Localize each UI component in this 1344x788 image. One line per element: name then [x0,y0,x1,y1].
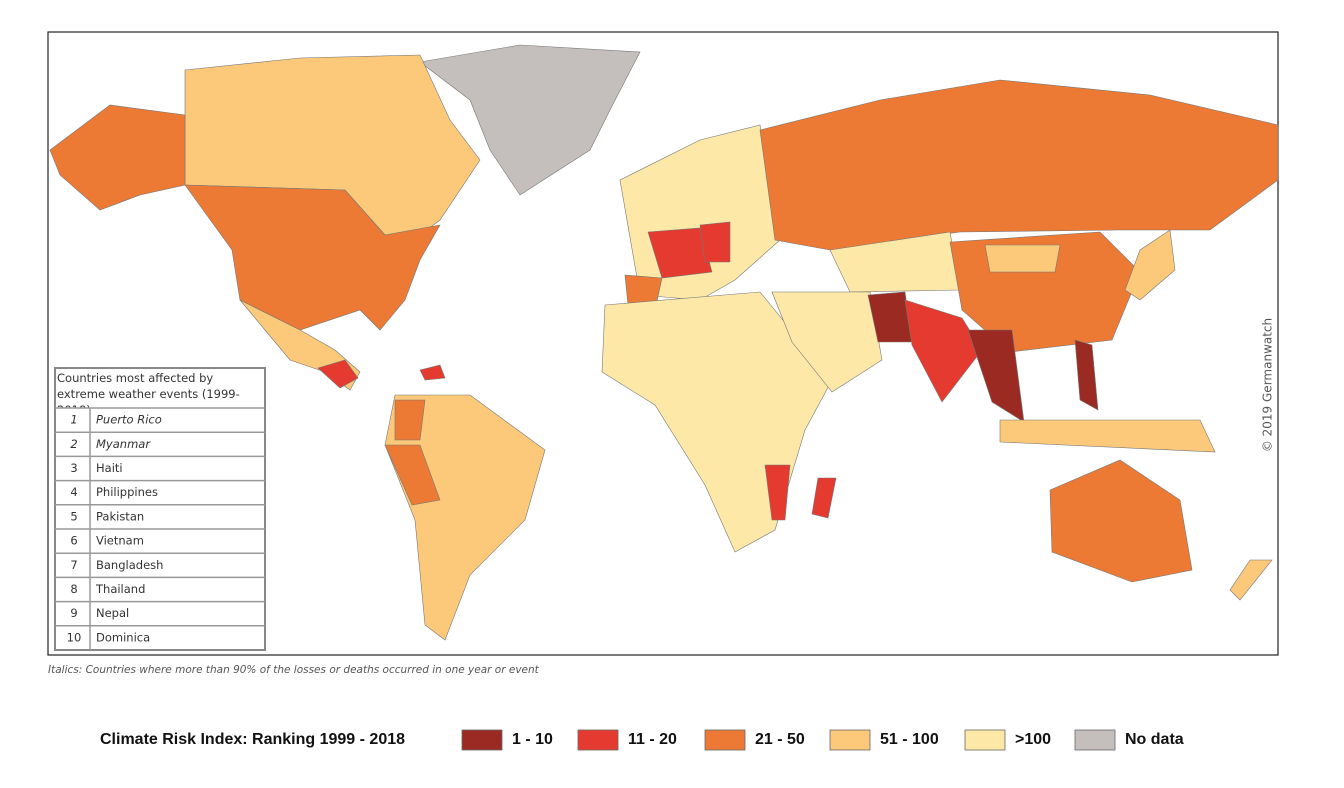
legend-label: No data [1125,731,1184,748]
haiti [419,364,446,381]
rank: 7 [70,558,77,572]
country: Thailand [95,582,145,596]
rank: 10 [67,630,82,644]
germany [699,221,731,263]
alaska [49,104,186,211]
australia [1049,459,1193,583]
indonesia [999,419,1216,453]
rank: 3 [70,461,77,475]
legend-label: 51 - 100 [880,731,939,748]
country: Bangladesh [96,558,163,572]
legend-swatch [1074,729,1116,751]
world-map [49,44,1279,641]
madagascar [811,477,837,519]
table-title-box: Countries most affected by extreme weath… [57,371,240,408]
table-frame [54,367,266,651]
russia [759,79,1279,251]
india [904,299,983,403]
legend-label: 21 - 50 [755,731,805,748]
central-america [317,359,359,389]
ranking-table: Countries most affected by extreme weath… [54,367,266,651]
credit: © 2019 Germanwatch [1261,318,1275,452]
legend-swatch [964,729,1006,751]
legend-swatch [704,729,746,751]
legend-title: Climate Risk Index: Ranking 1999 - 2018 [100,731,405,748]
rank: 5 [70,509,77,523]
middle-east [771,291,883,393]
legend-label: >100 [1015,731,1051,748]
country: Philippines [96,485,158,499]
rank: 4 [70,485,77,499]
country: Myanmar [96,437,151,451]
greenland [419,44,641,196]
country: Haiti [96,461,123,475]
new-zealand [1229,559,1273,601]
legend-label: 11 - 20 [628,731,677,748]
south-america [384,394,546,641]
legend-swatch [577,729,619,751]
rank: 9 [70,606,77,620]
philippines [1074,339,1099,411]
rank: 8 [70,582,77,596]
country: Dominica [96,630,150,644]
country: Puerto Rico [96,413,162,427]
japan [1124,229,1176,301]
colombia [394,399,426,441]
france [647,227,713,279]
rank: 6 [70,534,77,548]
rank: 1 [70,413,77,427]
legend-label: 1 - 10 [512,731,553,748]
footnote: Italics: Countries where more than 90% o… [48,664,540,676]
usa [184,184,441,331]
peru [384,444,441,506]
country: Pakistan [96,509,144,523]
rank: 2 [70,437,77,451]
legend-swatch [461,729,503,751]
mongolia [984,244,1061,273]
legend-swatch [829,729,871,751]
country: Vietnam [96,534,144,548]
table-title: Countries most affected by extreme weath… [57,371,240,408]
mozambique [764,464,791,521]
country: Nepal [96,606,129,620]
